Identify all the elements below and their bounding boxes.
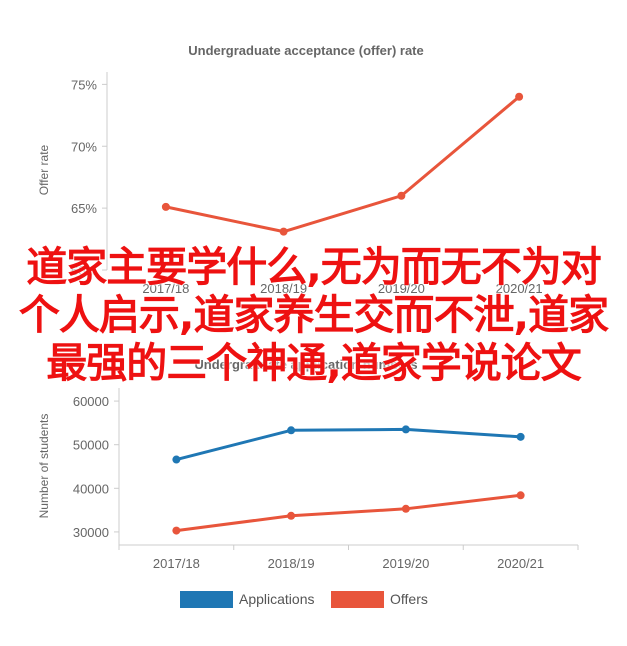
chart-2-data-point[interactable] [401, 425, 410, 434]
chart-1-x-tick-label: 2017/18 [142, 281, 189, 296]
chart-2-series-line-offers [176, 493, 521, 533]
chart-2-y-tick-label: 30000 [73, 525, 109, 540]
chart-2-y-tick-label: 60000 [73, 394, 109, 409]
chart-1-y-tick-label: 65% [71, 201, 97, 216]
chart-2-data-point[interactable] [401, 504, 410, 513]
chart-1-x-tick-label: 2020/21 [496, 281, 543, 296]
chart-2-x-tick-label: 2019/20 [382, 556, 429, 571]
chart-2-legend: Applications Offers [180, 591, 428, 608]
chart-2-data-point[interactable] [287, 426, 296, 435]
chart-2-data-point[interactable] [172, 526, 181, 535]
chart-2-data-point[interactable] [287, 511, 296, 520]
chart-2-data-point[interactable] [172, 455, 181, 464]
legend-label-applications[interactable]: Applications [239, 591, 315, 607]
chart-2-y-axis-title: Number of students [37, 414, 51, 519]
chart-2-y-tick-label: 40000 [73, 481, 109, 496]
legend-swatch-offers[interactable] [331, 591, 384, 608]
chart-2-data-point[interactable] [516, 432, 525, 441]
chart-2-data-point[interactable] [516, 491, 525, 500]
chart-1-data-point[interactable] [279, 227, 288, 236]
chart-1-x-tick-label: 2019/20 [378, 281, 425, 296]
chart-2-x-tick-label: 2018/19 [268, 556, 315, 571]
chart-1-title: Undergraduate acceptance (offer) rate [188, 43, 424, 58]
chart-1-data-point[interactable] [397, 191, 406, 200]
chart-2-x-tick-label: 2020/21 [497, 556, 544, 571]
chart-1-y-tick-label: 70% [71, 139, 97, 154]
chart-2-series-line-applications [176, 427, 521, 461]
chart-1-acceptance-rate: Undergraduate acceptance (offer) rate Of… [37, 43, 543, 296]
chart-2-title: Undergraduate application numbers [194, 357, 417, 372]
overlay-headline: 道家主要学什么,无为而无不为对个人启示,道家养生交而不泄,道家最强的三个神通,道… [18, 243, 609, 387]
legend-swatch-applications[interactable] [180, 591, 233, 608]
chart-1-data-point[interactable] [515, 92, 524, 101]
chart-1-x-tick-label: 2018/19 [260, 281, 307, 296]
chart-1-y-tick-label: 60% [71, 263, 97, 278]
chart-2-y-tick-label: 50000 [73, 438, 109, 453]
chart-1-series-line-0 [165, 95, 521, 234]
chart-2-application-numbers: Undergraduate application numbers Number… [37, 357, 579, 608]
legend-label-offers[interactable]: Offers [390, 591, 428, 607]
chart-2-x-tick-label: 2017/18 [153, 556, 200, 571]
chart-1-y-tick-label: 75% [71, 77, 97, 92]
chart-1-data-point[interactable] [161, 202, 170, 211]
chart-1-y-axis-title: Offer rate [37, 144, 51, 195]
